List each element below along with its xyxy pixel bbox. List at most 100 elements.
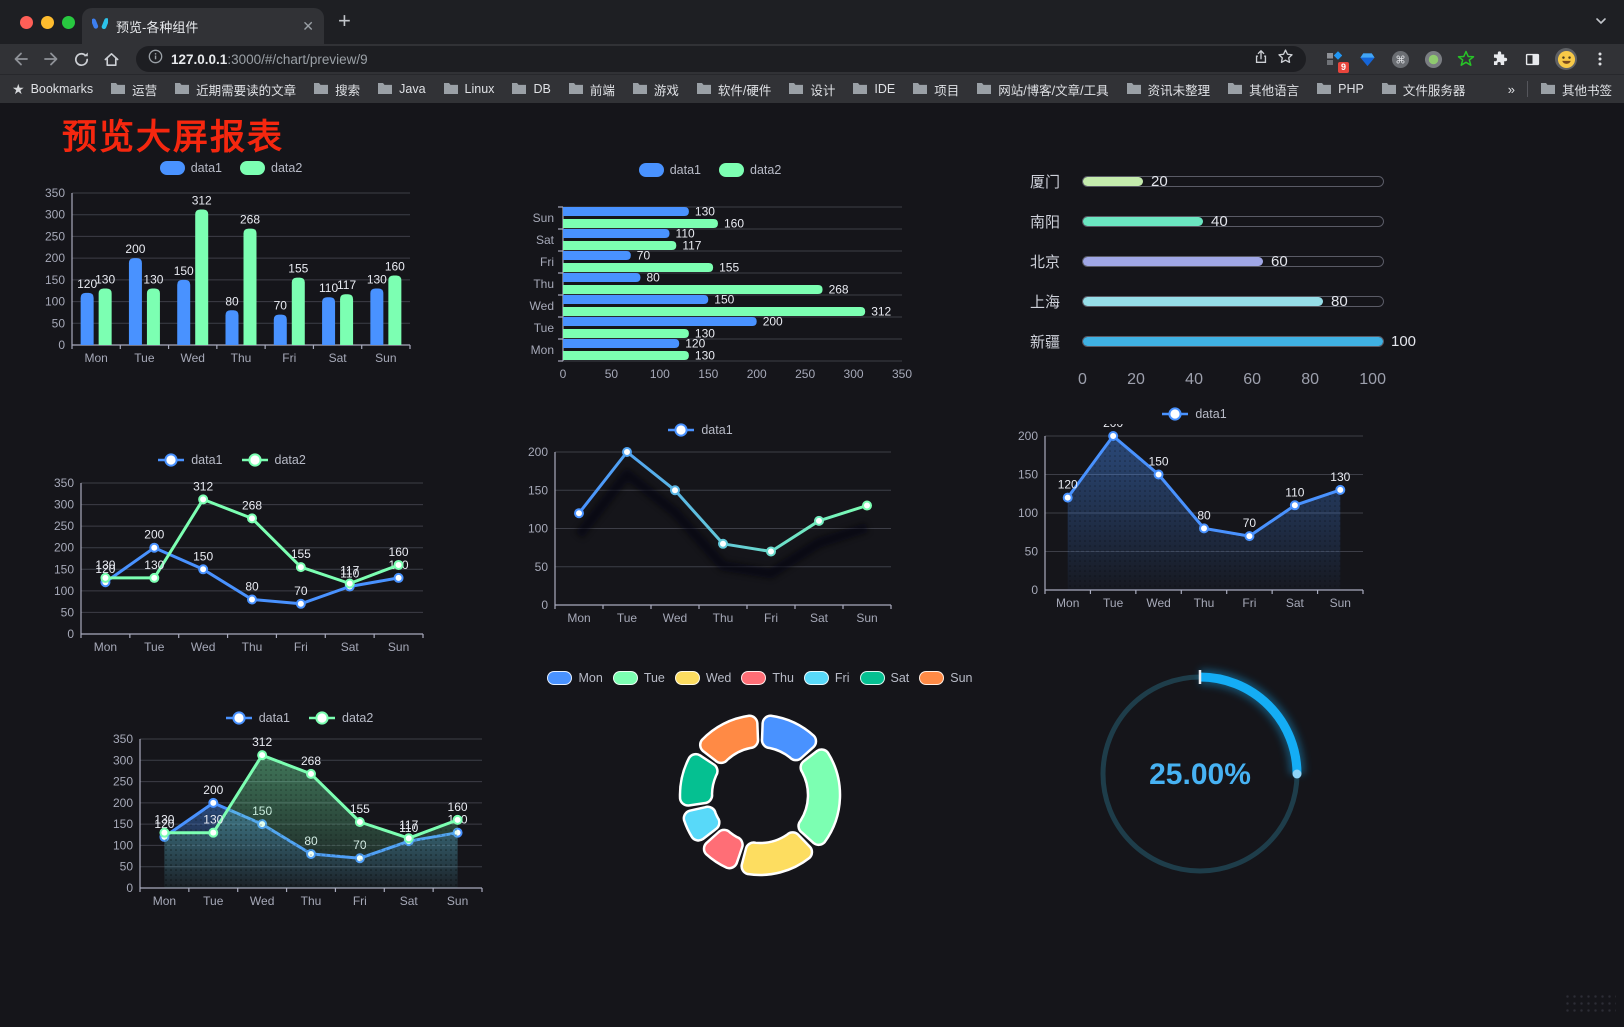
bookmark-folder[interactable]: 游戏	[632, 80, 679, 99]
svg-text:300: 300	[45, 208, 65, 222]
bookmark-folder[interactable]: Linux	[443, 81, 494, 98]
svg-text:Thu: Thu	[713, 611, 734, 625]
address-bar[interactable]: 127.0.0.1:3000/#/chart/preview/9	[136, 46, 1306, 72]
extension-grid-icon[interactable]: 9	[1324, 49, 1349, 73]
bookmark-folder[interactable]: 搜索	[313, 80, 360, 99]
kebab-menu-icon[interactable]	[1590, 49, 1610, 69]
page-content: 预览大屏报表 data1 data2 0 50 100 150 200 250 300 350 Mo…	[0, 103, 1624, 1027]
svg-text:Wed: Wed	[250, 894, 274, 908]
svg-text:150: 150	[528, 483, 548, 497]
svg-text:50: 50	[605, 367, 619, 380]
back-icon[interactable]	[8, 46, 34, 72]
svg-text:110: 110	[319, 281, 338, 295]
legend-item[interactable]: data1	[667, 423, 733, 437]
share-icon[interactable]	[1253, 49, 1269, 70]
url-path: :3000/#/chart/preview/9	[227, 51, 368, 67]
extension-icons: 9 ⌘	[1318, 48, 1616, 73]
bookmark-folder[interactable]: DB	[511, 81, 551, 98]
chart-legend: data1	[1008, 404, 1380, 424]
legend-item[interactable]: Thu	[741, 671, 794, 685]
zoom-window-button[interactable]	[62, 16, 75, 29]
bookmark-folder[interactable]: 设计	[788, 80, 835, 99]
other-bookmarks-folder[interactable]: 其他书签	[1540, 80, 1612, 99]
bookmarks-star-icon: ★	[12, 81, 25, 97]
bookmark-folder[interactable]: 运营	[110, 80, 157, 99]
chart-line-area: data1 0 50 100 150 200 Mon Tue Wed Thu Fri Sat Sun 12…	[1008, 400, 1380, 615]
bookmark-folder[interactable]: PHP	[1316, 81, 1364, 98]
svg-text:268: 268	[240, 213, 260, 227]
bookmarks-manager[interactable]: ★ Bookmarks	[12, 82, 93, 96]
profile-avatar[interactable]	[1555, 48, 1577, 70]
legend-item[interactable]: Fri	[803, 671, 850, 685]
bookmark-star-icon[interactable]	[1277, 48, 1294, 70]
bookmark-folder[interactable]: 前端	[568, 80, 615, 99]
svg-text:50: 50	[535, 560, 549, 574]
chart-horizontal-bar: data1 data2 Sun Sat Fri Thu Wed Tue Mon 0 50 100 150…	[500, 152, 920, 381]
new-tab-button[interactable]: +	[338, 8, 351, 33]
bookmark-folder[interactable]: 文件服务器	[1381, 80, 1465, 99]
svg-text:Fri: Fri	[282, 351, 296, 365]
favicon	[91, 16, 109, 37]
svg-text:100: 100	[54, 584, 74, 598]
legend-item[interactable]: Wed	[674, 671, 731, 685]
legend-item[interactable]: data1	[638, 163, 701, 177]
svg-text:300: 300	[54, 498, 74, 512]
url-text: 127.0.0.1:3000/#/chart/preview/9	[171, 52, 1245, 67]
legend-item[interactable]: data1	[159, 161, 222, 175]
bookmark-folder[interactable]: 其他语言	[1227, 80, 1299, 99]
bookmark-folder[interactable]: 近期需要读的文章	[174, 80, 296, 99]
legend-item[interactable]: Sun	[919, 671, 973, 685]
command-circle-icon[interactable]: ⌘	[1390, 49, 1410, 69]
home-icon[interactable]	[98, 46, 124, 72]
legend-item[interactable]: data1	[157, 453, 223, 467]
line-chart-canvas: 0 50 100 150 200 Mon Tue Wed Thu Fri Sat Sun 120 200 1…	[1018, 416, 1364, 610]
forward-icon[interactable]	[38, 46, 64, 72]
bookmarks-overflow-chevron[interactable]: »	[1507, 81, 1515, 97]
legend-pill-icon	[638, 163, 664, 177]
svg-text:Sat: Sat	[341, 640, 360, 654]
green-star-icon[interactable]	[1456, 49, 1476, 69]
chart-legend: Mon Tue Wed Thu Fri Sat Sun	[547, 668, 973, 688]
bookmark-folder[interactable]: Java	[377, 81, 426, 98]
svg-text:Sun: Sun	[533, 211, 554, 225]
progress-fill	[1083, 256, 1263, 266]
reload-icon[interactable]	[68, 46, 94, 72]
svg-text:Sun: Sun	[375, 351, 396, 365]
svg-text:350: 350	[113, 732, 133, 746]
browser-tab[interactable]: 预览-各种组件 ✕	[82, 8, 324, 44]
close-window-button[interactable]	[20, 16, 33, 29]
gem-icon[interactable]	[1357, 49, 1377, 69]
proxy-circle-icon[interactable]	[1423, 49, 1443, 69]
legend-pill-icon	[859, 671, 885, 685]
bookmark-folder[interactable]: 项目	[912, 80, 959, 99]
folder-icon	[313, 81, 329, 98]
legend-item[interactable]: data1	[225, 711, 290, 725]
tab-close-icon[interactable]: ✕	[302, 18, 314, 34]
svg-text:150: 150	[1149, 455, 1169, 469]
legend-item[interactable]: data2	[240, 161, 302, 175]
svg-text:155: 155	[719, 261, 739, 275]
legend-item[interactable]: Mon	[547, 671, 603, 685]
legend-item[interactable]: data2	[719, 163, 781, 177]
folder-icon	[1227, 81, 1243, 98]
svg-text:⌘: ⌘	[1395, 55, 1405, 66]
legend-item[interactable]: Tue	[612, 671, 665, 685]
bookmark-folder[interactable]: 资讯未整理	[1126, 80, 1210, 99]
svg-text:150: 150	[54, 562, 74, 576]
bookmark-folder[interactable]: 网站/博客/文章/工具	[976, 80, 1109, 99]
svg-text:0: 0	[67, 627, 74, 641]
extensions-puzzle-icon[interactable]	[1489, 49, 1509, 69]
legend-item[interactable]: data2	[241, 453, 306, 467]
minimize-window-button[interactable]	[41, 16, 54, 29]
svg-text:Sat: Sat	[810, 611, 829, 625]
legend-item[interactable]: data1	[1161, 407, 1227, 421]
tab-search-chevron-icon[interactable]	[1594, 14, 1608, 33]
bookmark-folder[interactable]: IDE	[852, 81, 895, 98]
site-info-icon[interactable]	[148, 49, 163, 69]
side-panel-icon[interactable]	[1522, 49, 1542, 69]
svg-text:Thu: Thu	[533, 277, 554, 291]
legend-item[interactable]: data2	[308, 711, 373, 725]
legend-item[interactable]: Sat	[859, 671, 909, 685]
bookmark-folder[interactable]: 软件/硬件	[696, 80, 771, 99]
